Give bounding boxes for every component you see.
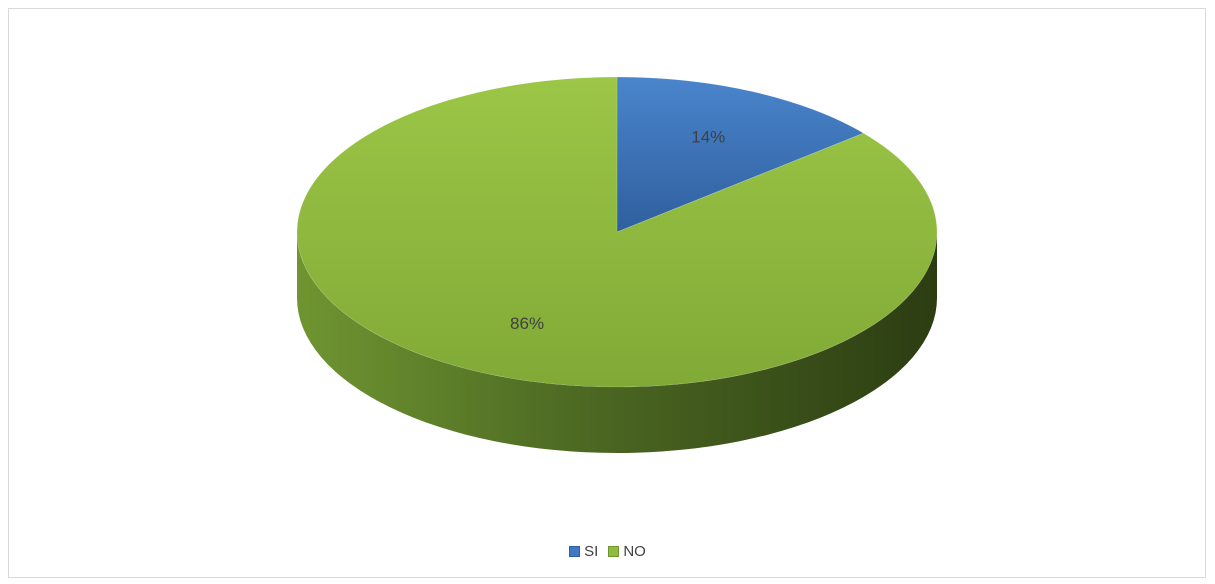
pie-side-wall (297, 232, 937, 453)
pie-slice-si (616, 76, 865, 233)
legend-label-no: NO (623, 543, 646, 560)
legend-entry-si: SI (569, 543, 598, 560)
pie-slice-no (296, 76, 938, 388)
data-label-si: 14% (691, 128, 725, 147)
data-label-no: 86% (510, 314, 544, 333)
chart-legend: SI NO (0, 543, 1215, 560)
legend-swatch-si (569, 546, 581, 557)
legend-swatch-no (608, 546, 620, 557)
legend-label-si: SI (584, 543, 599, 560)
legend-entry-no: NO (608, 543, 646, 560)
